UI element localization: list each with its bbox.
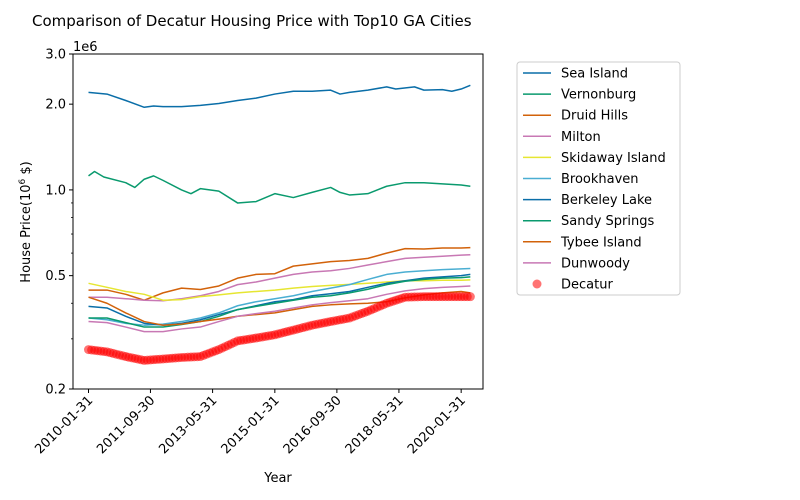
plot-area: [72, 53, 484, 390]
legend-label: Dunwoody: [561, 256, 630, 271]
x-axis-label: Year: [263, 471, 292, 486]
plot-series: [84, 84, 475, 365]
y-tick-label: 2.0: [45, 98, 66, 113]
chart-title: Comparison of Decatur Housing Price with…: [32, 12, 472, 30]
series-line: [88, 285, 471, 333]
x-axis: 2010-01-312011-09-302013-05-312015-01-31…: [32, 389, 469, 457]
legend-label: Druid Hills: [561, 109, 628, 124]
legend-label: Vernonburg: [561, 88, 636, 103]
series-line: [88, 254, 471, 302]
y-axis-offset-label: 1e6: [73, 40, 98, 55]
y-tick-label: 0.5: [45, 269, 66, 284]
y-axis-label-exponent: 6: [18, 179, 28, 185]
y-tick-label: 3.0: [45, 48, 66, 63]
series-line: [88, 276, 471, 328]
legend-label: Decatur: [561, 278, 613, 293]
x-tick-label: 2018-05-31: [343, 393, 407, 457]
y-axis-label: House Price(106 $): [18, 161, 34, 282]
legend-label: Brookhaven: [561, 172, 639, 187]
y-axis-label-suffix: $): [19, 161, 34, 178]
y-axis-label-text: House Price(10: [19, 185, 34, 283]
x-tick-label: 2013-05-31: [156, 393, 220, 457]
x-tick-label: 2010-01-31: [32, 393, 96, 457]
x-tick-label: 2020-01-31: [405, 393, 469, 457]
y-axis: 0.2 0.5 1.0 2.0 3.0: [45, 48, 73, 398]
legend-label: Skidaway Island: [561, 151, 666, 166]
legend-label: Milton: [561, 130, 601, 145]
legend-label: Sandy Springs: [561, 214, 654, 229]
x-tick-label: 2015-01-31: [219, 393, 283, 457]
series-decatur-markers: [84, 292, 475, 365]
legend-label: Tybee Island: [560, 235, 642, 250]
x-tick-label: 2011-09-30: [94, 393, 158, 457]
legend-marker: [532, 279, 542, 289]
legend-label: Sea Island: [561, 67, 628, 82]
legend-label: Berkeley Lake: [561, 193, 652, 208]
x-tick-label: 2016-09-30: [281, 393, 345, 457]
y-tick-label: 1.0: [45, 183, 66, 198]
series-line: [88, 273, 471, 326]
data-point: [465, 292, 475, 302]
series-line: [88, 84, 471, 109]
legend: Sea Island Vernonburg Druid Hills Milton Ski…: [516, 61, 681, 296]
y-tick-label: 0.2: [45, 383, 66, 398]
series-line: [88, 246, 471, 301]
legend-box: [516, 61, 681, 296]
series-line: [88, 170, 471, 204]
